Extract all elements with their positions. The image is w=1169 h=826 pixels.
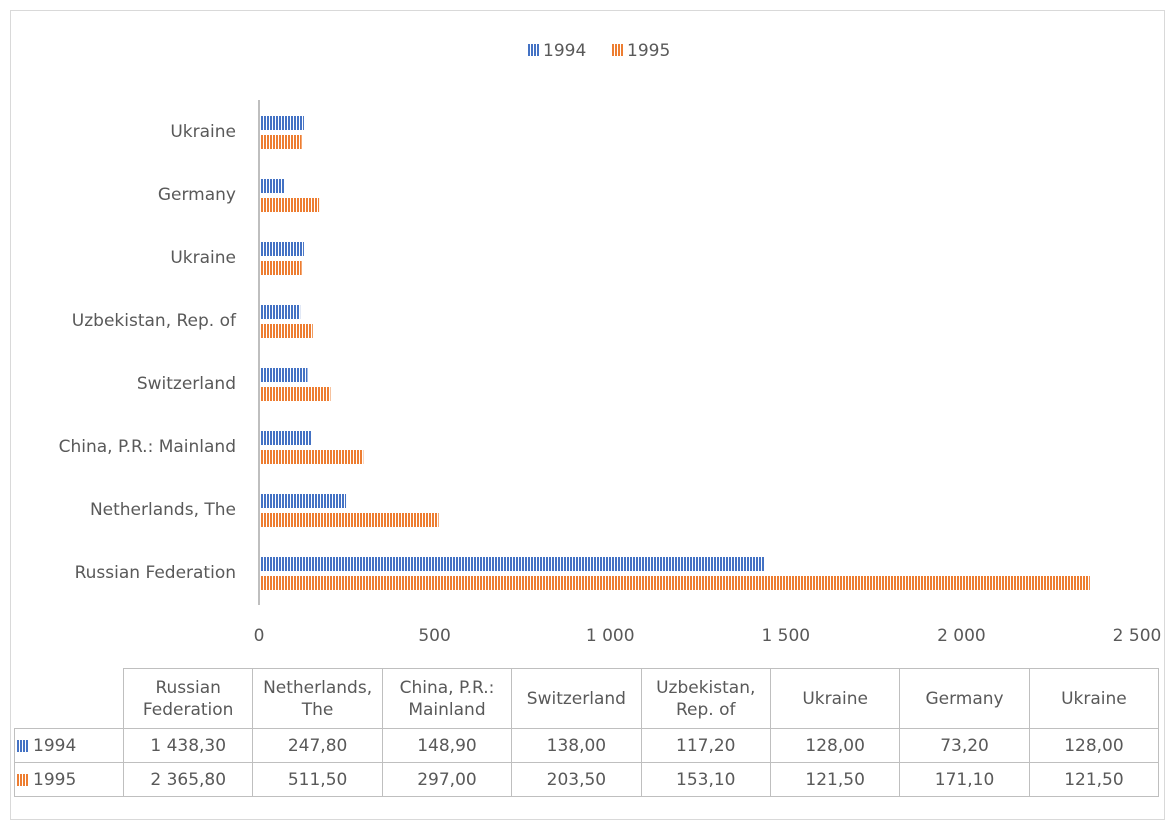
bar: [259, 179, 285, 193]
table-header-cell: Ukraine: [1028, 668, 1160, 729]
table-header-cell: Ukraine: [769, 668, 901, 729]
y-tick-label: Russian Federation: [75, 563, 236, 583]
table-cell: 1 438,30: [122, 728, 254, 763]
bar: [259, 324, 313, 338]
y-tick-label: Ukraine: [170, 248, 236, 268]
x-tick-label: 2 500: [1113, 626, 1162, 646]
table-series-cell: 1994: [14, 728, 124, 763]
bar: [259, 450, 364, 464]
bar: [259, 431, 312, 445]
bar: [259, 198, 320, 212]
table-cell: 153,10: [640, 762, 771, 797]
data-table: Russian Federation Netherlands, The China,…: [14, 668, 1160, 797]
y-tick-label: Germany: [158, 185, 236, 205]
table-header-cell: Switzerland: [511, 668, 642, 729]
bar: [259, 116, 304, 130]
bar: [259, 557, 765, 571]
table-cell: 138,00: [511, 728, 642, 763]
bar: [259, 261, 302, 275]
y-tick-label: Ukraine: [170, 122, 236, 142]
legend-key: [17, 739, 29, 752]
bar: [259, 513, 439, 527]
table-header-cell: Netherlands, The: [252, 668, 383, 729]
table-header-cell: China, P.R.: Mainland: [381, 668, 513, 729]
table-cell: 297,00: [381, 762, 513, 797]
x-tick-label: 2 000: [937, 626, 986, 646]
x-tick-label: 1 000: [586, 626, 635, 646]
table-row: 1995 2 365,80 511,50 297,00 203,50 153,10 121,…: [14, 762, 1160, 797]
table-cell: 117,20: [640, 728, 771, 763]
chart-border: [10, 10, 1165, 820]
legend-label: 1995: [627, 41, 670, 61]
table-cell: 128,00: [1028, 728, 1160, 763]
x-tick-label: 500: [418, 626, 450, 646]
table-header-cell: Uzbekistan, Rep. of: [640, 668, 771, 729]
table-cell: 247,80: [252, 728, 383, 763]
table-cell: 511,50: [252, 762, 383, 797]
bar: [259, 305, 301, 319]
table-corner: [14, 668, 124, 729]
bar: [259, 135, 302, 149]
legend-key: [527, 44, 539, 56]
bar: [259, 576, 1090, 590]
x-tick-label: 1 500: [761, 626, 810, 646]
legend-key: [17, 773, 29, 786]
bar: [259, 494, 347, 508]
table-cell: 148,90: [381, 728, 513, 763]
y-tick-label: Netherlands, The: [90, 500, 236, 520]
table-cell: 121,50: [1028, 762, 1160, 797]
legend-key: [611, 44, 623, 56]
legend-label: 1994: [543, 41, 586, 61]
bar: [259, 387, 331, 401]
table-cell: 2 365,80: [122, 762, 254, 797]
table-header-cell: Germany: [899, 668, 1030, 729]
x-tick-label: 0: [254, 626, 265, 646]
y-tick-label: Switzerland: [137, 374, 236, 394]
table-cell: 128,00: [769, 728, 901, 763]
bar: [259, 242, 304, 256]
bar: [259, 368, 308, 382]
table-series-cell: 1995: [14, 762, 124, 797]
y-tick-label: Uzbekistan, Rep. of: [72, 311, 237, 331]
table-row: 1994 1 438,30 247,80 148,90 138,00 117,20 128,…: [14, 728, 1160, 763]
y-tick-label: China, P.R.: Mainland: [59, 437, 236, 457]
table-cell: 121,50: [769, 762, 901, 797]
table-series-label: 1995: [33, 769, 77, 790]
table-header-cell: Russian Federation: [122, 668, 254, 729]
table-series-label: 1994: [33, 735, 77, 756]
table-header-row: Russian Federation Netherlands, The China,…: [14, 668, 1160, 729]
table-cell: 171,10: [899, 762, 1030, 797]
table-cell: 73,20: [899, 728, 1030, 763]
table-cell: 203,50: [511, 762, 642, 797]
